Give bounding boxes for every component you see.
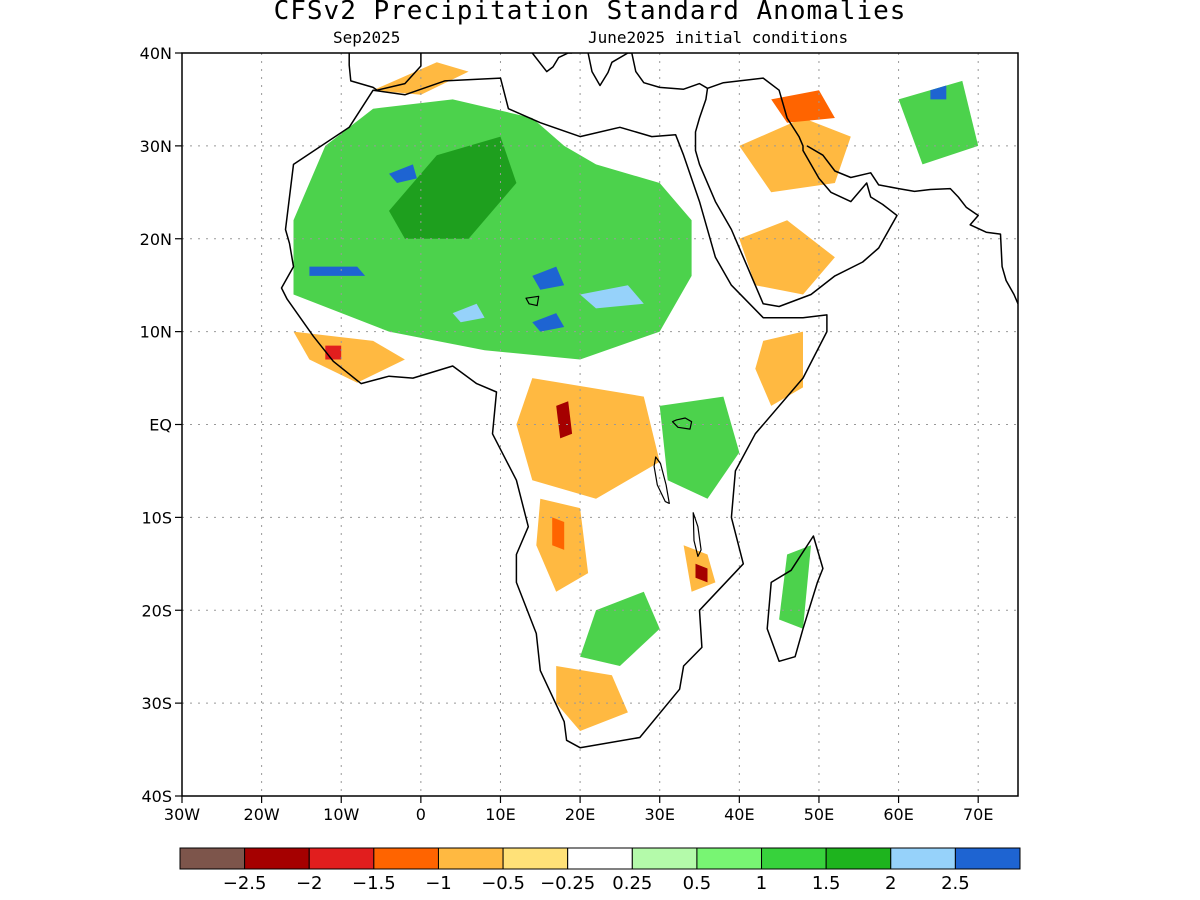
valid-month-label: Sep2025: [333, 28, 401, 47]
colorbar-label: 2: [885, 873, 896, 894]
anomaly-patch: [293, 331, 405, 383]
lon-tick-label: 10W: [323, 805, 359, 824]
colorbar-swatch: [761, 847, 827, 870]
lon-tick-label: 40E: [724, 805, 754, 824]
anomaly-patch: [556, 666, 628, 731]
colorbar-swatch: [567, 847, 633, 870]
colorbar-label: −2.5: [223, 873, 267, 894]
map-title: CFSv2 Precipitation Standard Anomalies: [273, 0, 907, 26]
anomaly-patch: [516, 378, 660, 499]
colorbar-label: 0.25: [612, 873, 652, 894]
anomaly-patch: [452, 303, 485, 323]
lat-tick-label: 20N: [140, 230, 172, 249]
anomaly-patch: [325, 345, 342, 360]
coastline-layer: [280, 53, 1018, 749]
colorbar-label: 1: [756, 873, 767, 894]
lon-tick-label: 60E: [883, 805, 913, 824]
colorbar-swatch: [696, 847, 763, 870]
colorbar-swatch: [179, 847, 246, 870]
anomaly-patch: [309, 266, 366, 276]
colorbar-swatch: [502, 847, 569, 870]
lon-tick-label: 30W: [164, 805, 200, 824]
lon-tick-label: 20W: [244, 805, 280, 824]
anomaly-shading-layer: [281, 62, 979, 748]
madagascar-coastline: [766, 535, 824, 663]
lat-tick-label: 30N: [140, 137, 172, 156]
colorbar-swatch: [890, 847, 956, 870]
anomaly-patch: [755, 331, 803, 406]
colorbar-label: 1.5: [812, 873, 841, 894]
anomaly-patch: [739, 118, 851, 193]
colorbar-label: −1.5: [352, 873, 396, 894]
lat-tick-label: 20S: [141, 601, 172, 620]
anomaly-patch: [552, 517, 565, 550]
iberia-coastline: [348, 53, 422, 91]
lon-tick-label: 30E: [644, 805, 674, 824]
lake-outline: [692, 512, 702, 558]
colorbar-swatch: [954, 847, 1021, 870]
colorbar-label: −0.25: [540, 873, 595, 894]
anomaly-patch: [389, 164, 417, 183]
lat-tick-label: EQ: [149, 416, 172, 435]
colorbar-swatch: [308, 847, 375, 870]
colorbar-swatch: [631, 847, 698, 870]
lat-lon-gridlines: [182, 53, 1018, 796]
colorbar-label: −1: [425, 873, 452, 894]
italy-coastline: [531, 53, 573, 73]
lon-tick-label: 70E: [963, 805, 993, 824]
lat-tick-label: 40S: [141, 787, 172, 806]
lat-tick-label: 10N: [140, 323, 172, 342]
latitude-axis: 40N 30N 20N 10N EQ 10S 20S 30S 40S: [140, 44, 182, 806]
colorbar-swatch: [244, 847, 310, 870]
colorbar-label: 2.5: [941, 873, 970, 894]
lat-tick-label: 40N: [140, 44, 172, 63]
colorbar-legend: −2.5 −2 −1.5 −1 −0.5 −0.25 0.25 0.5 1 1.5 2 2.5: [179, 847, 1021, 894]
colorbar-label: −2: [296, 873, 323, 894]
colorbar-label: 0.5: [683, 873, 712, 894]
lake-outline: [653, 456, 670, 504]
lon-tick-label: 20E: [565, 805, 595, 824]
greece-turkey-coastline: [587, 53, 708, 90]
anomaly-patch: [739, 220, 835, 295]
anomaly-patch: [779, 545, 811, 629]
arabia-coastline: [694, 77, 898, 308]
anomaly-patch: [930, 85, 947, 100]
colorbar-swatch: [825, 847, 892, 870]
anomaly-patch: [771, 90, 835, 123]
lake-outline: [525, 295, 540, 307]
colorbar-swatch: [437, 847, 504, 870]
lake-outline: [671, 417, 693, 430]
lon-tick-label: 50E: [804, 805, 834, 824]
africa-coastline: [280, 77, 828, 749]
lat-tick-label: 30S: [141, 694, 172, 713]
colorbar-swatch: [373, 847, 439, 870]
anomaly-patch: [532, 313, 565, 332]
anomaly-patch: [556, 401, 573, 439]
longitude-axis: 30W 20W 10W 0 10E 20E 30E 40E 50E 60E 70E: [164, 796, 993, 824]
anomaly-patch: [532, 266, 565, 290]
anomaly-patch: [898, 80, 979, 165]
lon-tick-label: 10E: [485, 805, 515, 824]
iran-india-coastline: [806, 145, 1018, 305]
colorbar-label: −0.5: [481, 873, 525, 894]
lat-tick-label: 10S: [141, 508, 172, 527]
lon-tick-label: 0: [416, 805, 426, 824]
anomaly-patch: [580, 285, 644, 309]
anomaly-patch: [659, 396, 740, 499]
anomaly-patch: [695, 563, 708, 583]
initial-conditions-label: June2025 initial conditions: [588, 28, 849, 47]
